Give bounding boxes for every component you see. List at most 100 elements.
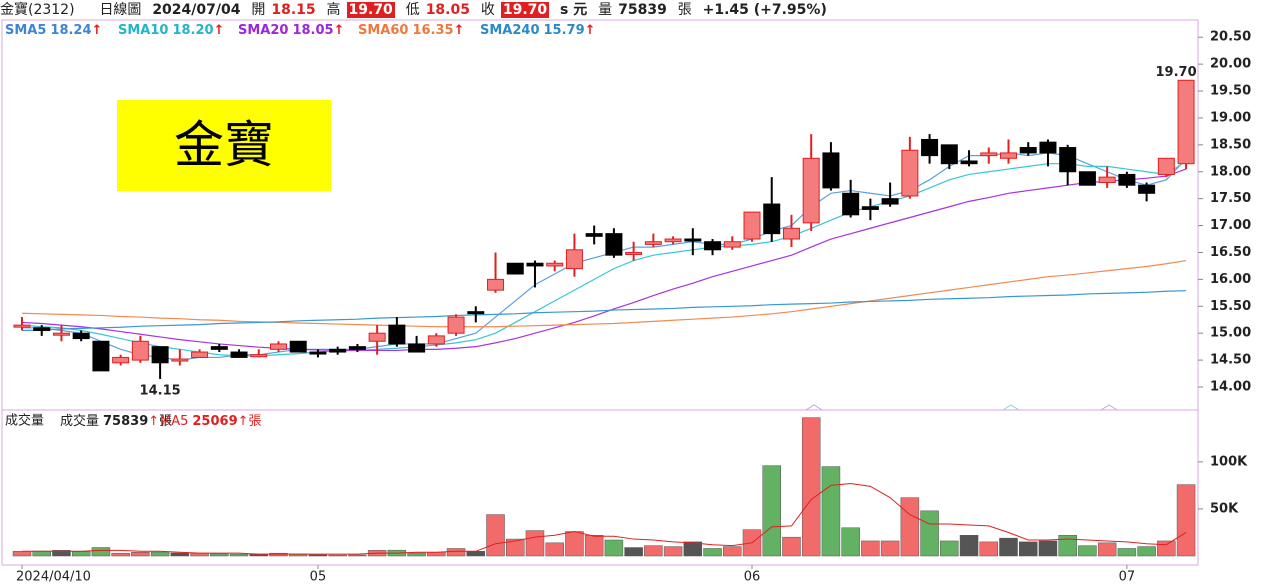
legend-name: MA5: [160, 414, 188, 429]
volume-bar: [565, 531, 584, 557]
candle-body: [487, 278, 505, 291]
candle-body: [467, 311, 485, 315]
close: 19.70: [500, 2, 550, 18]
candle-body: [427, 335, 445, 345]
candle-body: [644, 241, 662, 245]
volume-bar: [801, 417, 821, 557]
candle-body: [546, 262, 564, 267]
candle-body: [585, 233, 603, 237]
legend-value: 16.35: [412, 23, 453, 38]
volume-bar: [880, 540, 900, 557]
candle-body: [1078, 171, 1096, 186]
legend-value: 25069: [192, 414, 237, 429]
marker: [1002, 404, 1020, 411]
volume-bar: [1176, 484, 1196, 557]
legend-name: SMA20: [238, 23, 288, 38]
candle-body: [861, 206, 879, 210]
legend-unit: 張: [159, 414, 172, 429]
candle-body: [408, 343, 426, 353]
candle-body: [1019, 147, 1037, 154]
volume-bar: [1097, 542, 1117, 557]
legend-entry: 成交量 75839↑張: [60, 413, 172, 429]
volume-bar: [32, 550, 51, 557]
volume-bar: [210, 553, 229, 557]
candle-body: [230, 351, 248, 358]
candle-body: [842, 192, 860, 216]
y-tick-label: 18.00: [1210, 164, 1251, 179]
unit: 張: [677, 2, 692, 18]
candle-body: [171, 358, 189, 362]
volume-bar: [762, 465, 781, 557]
candle-body: [664, 238, 682, 243]
price-frame: [1, 19, 1199, 411]
legend-unit: 張: [249, 414, 262, 429]
volume-bar: [703, 548, 722, 557]
legend-trend: ↑: [454, 23, 465, 38]
candle-body: [506, 262, 524, 275]
low-label: 14.15: [140, 383, 181, 398]
candle-body: [52, 332, 70, 336]
legend-entry: MA5 25069↑張: [160, 414, 262, 429]
candle-body: [33, 327, 51, 332]
legend-value: 18.05: [292, 23, 333, 38]
candle-body: [112, 356, 130, 364]
candle-body: [368, 332, 386, 342]
candle-body: [1138, 184, 1156, 194]
candle-body: [565, 249, 583, 270]
candle-body: [1039, 141, 1057, 154]
volume-bar: [900, 497, 920, 557]
candle-body: [743, 211, 761, 240]
volume-bar: [604, 539, 624, 557]
volume-bar: [52, 550, 71, 557]
candle-body: [447, 316, 465, 334]
x-tick-label: 05: [310, 570, 327, 585]
volume-bar: [170, 552, 190, 557]
legend-name: SMA60: [358, 23, 408, 38]
volume-bar: [308, 554, 328, 557]
candle-body: [605, 233, 623, 256]
volume-bar: [1137, 546, 1156, 557]
y-tick-label: 18.50: [1210, 137, 1251, 152]
change: +1.45 (+7.95%): [702, 2, 827, 18]
legend-value: 18.24: [50, 23, 91, 38]
candle-body: [763, 203, 781, 235]
legend-trend: ↑: [214, 23, 225, 38]
label: 高: [326, 2, 341, 18]
candle-body: [1157, 157, 1175, 175]
candle-body: [13, 324, 31, 328]
legend-entry: SMA5 18.24↑: [5, 23, 102, 38]
candle-body: [960, 160, 978, 165]
sma-line: [21, 290, 1187, 332]
marker: [1100, 404, 1118, 411]
volume-bar: [150, 551, 170, 557]
sma-line: [21, 168, 1187, 352]
volume-bar: [644, 545, 663, 557]
panel-title: 成交量: [5, 413, 44, 429]
candle-body: [269, 343, 287, 350]
volume-bar: [999, 537, 1018, 557]
legend-name: SMA5: [5, 23, 46, 38]
volume-bar: [821, 466, 841, 557]
candle-body: [191, 351, 209, 358]
volume-bar: [1058, 535, 1077, 557]
y-tick-label: 50K: [1210, 501, 1239, 516]
sma-line: [21, 259, 1187, 328]
volume: 75839: [618, 2, 667, 18]
volume-bar: [1018, 541, 1038, 557]
volume-bar: [959, 535, 979, 557]
volume-bar: [663, 546, 683, 557]
volume-bar: [624, 547, 643, 557]
y-tick-label: 100K: [1210, 454, 1248, 469]
volume-bar: [328, 554, 347, 557]
candle-body: [309, 351, 327, 355]
candle-body: [151, 346, 169, 364]
volume-bar: [348, 554, 367, 557]
candle-body: [625, 251, 643, 255]
legend-trend: ↑: [148, 414, 159, 429]
candle-body: [1059, 147, 1077, 173]
volume-bar: [1038, 540, 1058, 557]
candle-body: [921, 138, 939, 157]
volume-bar: [979, 541, 999, 557]
candle-body: [72, 332, 90, 340]
